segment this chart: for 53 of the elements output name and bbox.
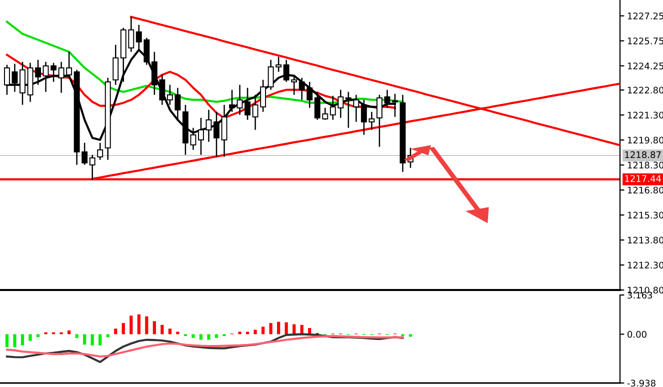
bar [199, 334, 203, 340]
bar [145, 316, 148, 334]
bar [13, 334, 16, 348]
candlestick [236, 84, 243, 116]
bar [238, 332, 242, 334]
bar [408, 334, 412, 337]
bar [83, 334, 86, 345]
bar [36, 334, 40, 338]
bar [5, 334, 9, 348]
y-tick-label: 1227.25 [628, 12, 663, 20]
candlestick [89, 154, 96, 180]
y-tick-label: -3.938 [627, 380, 656, 387]
bar [214, 334, 218, 338]
bar [106, 334, 110, 338]
bar [90, 334, 94, 346]
bar [130, 316, 133, 334]
bar [160, 324, 164, 334]
bar [207, 334, 210, 340]
bar [277, 322, 280, 334]
bar [68, 330, 71, 334]
candlestick [229, 89, 235, 112]
candlestick [112, 44, 119, 86]
bar [168, 328, 172, 334]
y-tick-label: 1225.75 [628, 38, 663, 44]
bar [137, 314, 140, 334]
bar [122, 323, 125, 334]
bar [75, 334, 78, 338]
y-tick-label: 3.163 [628, 292, 652, 299]
candlestick [12, 63, 18, 92]
ref-line-label: 1218.87 [625, 151, 661, 158]
line-series [6, 333, 404, 364]
candlestick [35, 59, 41, 86]
candlestick [244, 87, 251, 120]
bar [284, 322, 288, 334]
bar [28, 334, 32, 341]
y-tick-label: 0.00 [628, 330, 646, 338]
bar [269, 323, 272, 334]
line-series [6, 335, 404, 358]
candlestick [345, 91, 352, 128]
bar [254, 330, 257, 334]
bar [152, 321, 156, 334]
y-tick-label: 1224.25 [628, 62, 663, 70]
bar [176, 332, 180, 334]
bar [262, 326, 265, 334]
bar [114, 328, 118, 334]
ref-line-label: 1217.44 [625, 175, 661, 182]
bar [246, 332, 250, 334]
candlestick [20, 61, 26, 106]
bar [98, 334, 102, 346]
bar [20, 334, 24, 346]
candlestick [97, 142, 104, 160]
bar [192, 334, 195, 338]
candlestick [353, 94, 360, 122]
